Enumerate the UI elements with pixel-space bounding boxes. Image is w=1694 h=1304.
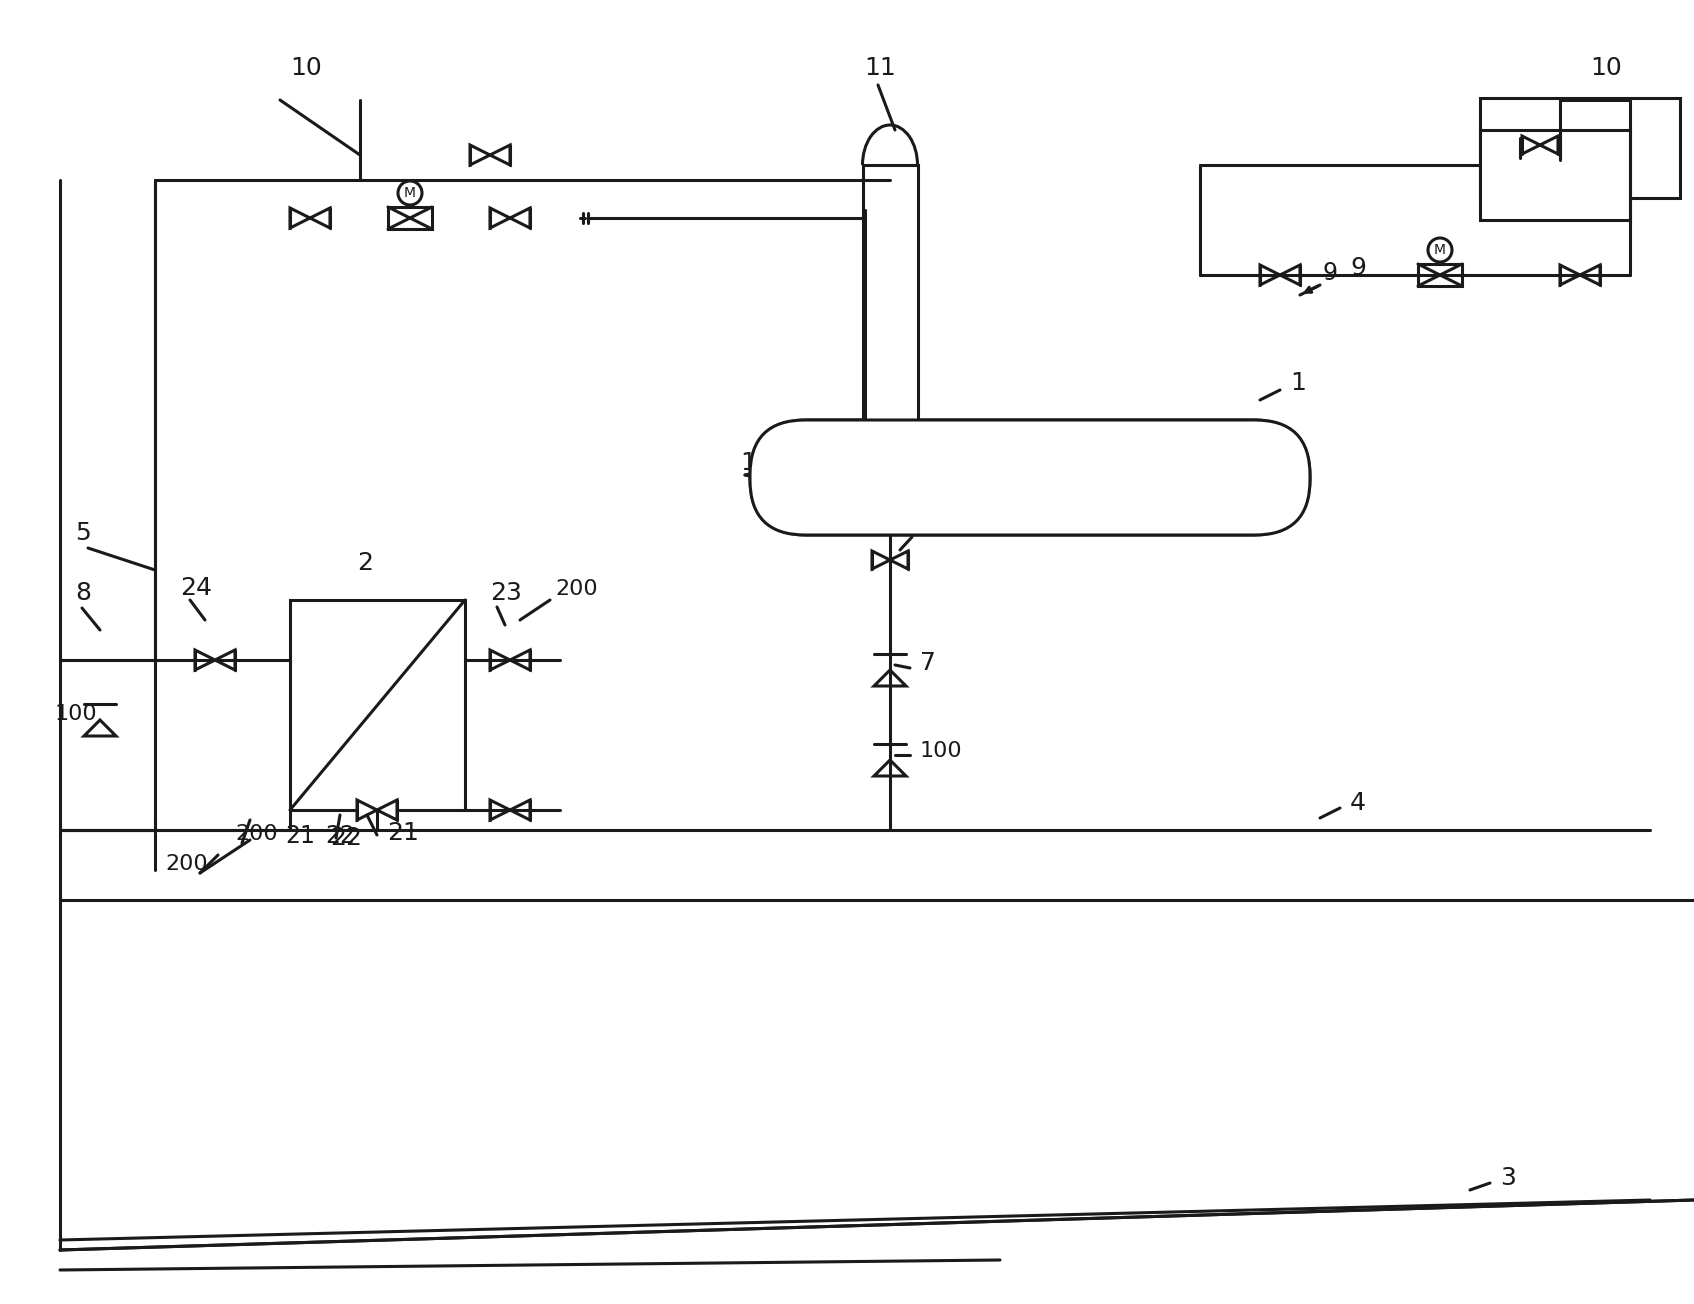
Bar xyxy=(388,207,432,230)
Bar xyxy=(1418,263,1462,286)
Polygon shape xyxy=(1540,136,1558,154)
Circle shape xyxy=(1428,239,1452,262)
Polygon shape xyxy=(889,552,908,569)
Polygon shape xyxy=(510,209,530,228)
Circle shape xyxy=(398,181,422,205)
FancyBboxPatch shape xyxy=(750,420,1309,535)
Polygon shape xyxy=(215,649,235,670)
Bar xyxy=(290,600,464,810)
Polygon shape xyxy=(490,209,510,228)
Text: 21: 21 xyxy=(386,822,418,845)
Text: 12: 12 xyxy=(740,451,772,475)
Text: 3: 3 xyxy=(1499,1166,1516,1191)
Polygon shape xyxy=(290,209,310,228)
Polygon shape xyxy=(85,720,115,735)
Polygon shape xyxy=(195,649,215,670)
Text: 7: 7 xyxy=(920,651,935,675)
Text: 21: 21 xyxy=(285,824,315,848)
Text: 1: 1 xyxy=(1291,372,1306,395)
Polygon shape xyxy=(874,760,906,776)
Text: 100: 100 xyxy=(920,741,962,762)
Text: M: M xyxy=(403,186,417,200)
Text: 4: 4 xyxy=(1350,792,1365,815)
Text: 9: 9 xyxy=(1323,261,1338,286)
Polygon shape xyxy=(1521,136,1540,154)
Text: 10: 10 xyxy=(1591,56,1621,80)
Text: 5: 5 xyxy=(75,522,91,545)
Polygon shape xyxy=(1520,138,1540,158)
Polygon shape xyxy=(310,209,330,228)
Text: 2: 2 xyxy=(357,552,373,575)
Text: 23: 23 xyxy=(490,582,522,605)
Bar xyxy=(1481,98,1680,198)
Text: 9: 9 xyxy=(1350,256,1365,280)
Polygon shape xyxy=(469,145,490,166)
Polygon shape xyxy=(490,649,510,670)
Text: 200: 200 xyxy=(235,824,278,844)
Polygon shape xyxy=(1560,265,1581,286)
Bar xyxy=(862,166,918,420)
Text: 24: 24 xyxy=(180,576,212,600)
Text: 22: 22 xyxy=(330,825,363,850)
Polygon shape xyxy=(872,552,889,569)
Text: 100: 100 xyxy=(54,704,98,724)
Polygon shape xyxy=(510,649,530,670)
Polygon shape xyxy=(1581,265,1601,286)
Text: M: M xyxy=(1435,243,1447,257)
Polygon shape xyxy=(490,799,510,820)
Text: 22: 22 xyxy=(325,824,356,848)
Polygon shape xyxy=(490,145,510,166)
Text: 11: 11 xyxy=(864,56,896,80)
Polygon shape xyxy=(378,799,396,820)
Polygon shape xyxy=(1260,265,1281,286)
Polygon shape xyxy=(874,670,906,686)
Text: 200: 200 xyxy=(556,579,598,599)
Text: 6: 6 xyxy=(920,511,937,535)
Polygon shape xyxy=(357,799,378,820)
Bar xyxy=(1481,130,1630,220)
Polygon shape xyxy=(510,799,530,820)
Polygon shape xyxy=(1281,265,1299,286)
FancyBboxPatch shape xyxy=(750,420,1309,535)
Polygon shape xyxy=(1540,138,1560,158)
Text: 8: 8 xyxy=(75,582,91,605)
Text: 10: 10 xyxy=(290,56,322,80)
Text: 200: 200 xyxy=(164,854,208,874)
